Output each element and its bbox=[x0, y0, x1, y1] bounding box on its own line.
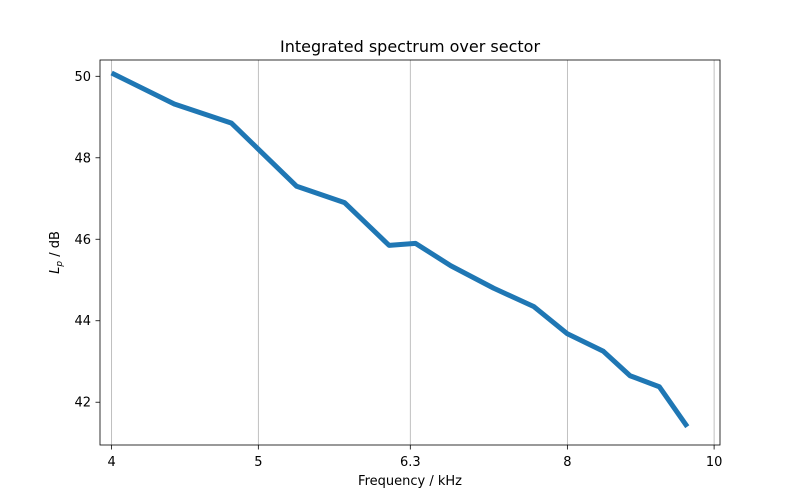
y-tick-label: 46 bbox=[74, 233, 91, 248]
x-tick-label: 10 bbox=[706, 455, 723, 470]
y-axis-label: Lp / dB bbox=[48, 231, 65, 274]
gridlines bbox=[111, 60, 715, 445]
x-tick-label: 5 bbox=[254, 455, 262, 470]
x-tick-label: 8 bbox=[563, 455, 571, 470]
y-axis-label-symbol: L bbox=[48, 267, 63, 274]
y-axis-label-subscript: p bbox=[55, 261, 65, 268]
x-axis: 4 5 6.3 8 10 bbox=[107, 445, 722, 470]
y-tick-label: 44 bbox=[74, 314, 91, 329]
y-tick-label: 50 bbox=[74, 70, 91, 85]
chart-title: Integrated spectrum over sector bbox=[280, 37, 540, 56]
series-line bbox=[110, 70, 690, 429]
x-tick-label: 6.3 bbox=[400, 455, 421, 470]
y-tick-label: 42 bbox=[74, 396, 91, 411]
x-axis-label: Frequency / kHz bbox=[358, 474, 462, 489]
x-tick-label: 4 bbox=[107, 455, 115, 470]
y-axis-label-unit: / dB bbox=[48, 231, 63, 261]
y-tick-label: 48 bbox=[74, 151, 91, 166]
y-axis: 42 44 46 48 50 bbox=[74, 70, 100, 411]
series-layer bbox=[110, 70, 690, 429]
